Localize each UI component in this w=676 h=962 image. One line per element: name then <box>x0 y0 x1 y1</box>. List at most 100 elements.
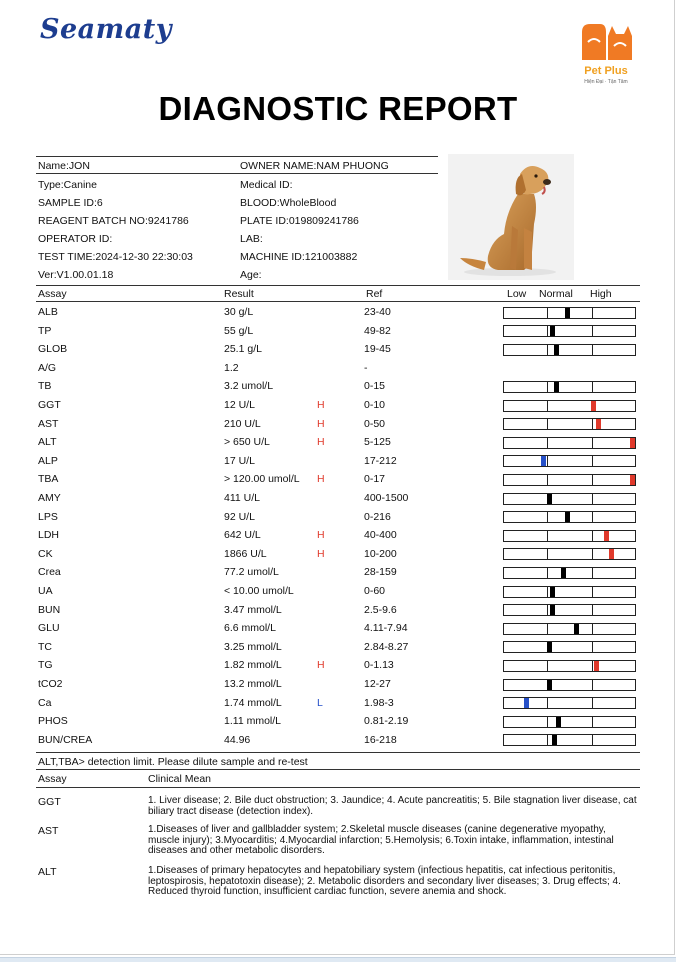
machine-id: MACHINE ID:121003882 <box>240 251 358 263</box>
clinical-assay-header: Assay <box>38 773 67 785</box>
range-bar-marker <box>565 512 570 523</box>
range-bar-divider <box>547 567 548 578</box>
assay-result: 3.25 mmol/L <box>224 640 282 653</box>
pet-plus-cat-icon <box>582 24 632 60</box>
range-bar-marker <box>574 623 579 634</box>
assay-name: TBA <box>38 473 59 486</box>
assay-flag: L <box>317 696 323 709</box>
assay-name: AMY <box>38 492 61 504</box>
range-bar-marker <box>609 549 614 560</box>
range-bar <box>503 697 636 710</box>
assay-name: GLOB <box>38 343 68 356</box>
assay-result: 1.2 <box>224 361 239 374</box>
assay-flag: H <box>317 529 325 542</box>
range-bar-divider <box>547 512 548 523</box>
range-bar-divider <box>592 381 593 392</box>
lab: LAB: <box>240 233 263 245</box>
range-bar <box>503 734 636 747</box>
range-bar-divider <box>592 605 593 616</box>
range-bar-divider <box>592 456 593 467</box>
assay-flag: H <box>317 659 325 672</box>
range-bar-marker <box>541 456 546 467</box>
test-time: TEST TIME:2024-12-30 22:30:03 <box>38 251 193 263</box>
bottom-strip <box>0 957 676 962</box>
range-bar-divider <box>547 437 548 448</box>
assay-ref: 2.84-8.27 <box>364 640 409 653</box>
range-bar <box>503 585 636 598</box>
range-bar <box>503 511 636 524</box>
range-bar <box>503 548 636 561</box>
assay-ref: 0-17 <box>364 473 386 486</box>
range-bar-divider <box>547 716 548 727</box>
range-bar-marker <box>554 381 559 392</box>
assay-name: GGT <box>38 399 61 411</box>
range-bar <box>503 380 636 393</box>
assay-result: 77.2 umol/L <box>224 566 279 579</box>
assay-name: tCO2 <box>38 678 63 690</box>
sample-id: SAMPLE ID:6 <box>38 197 103 209</box>
assay-flag: H <box>317 417 325 430</box>
range-bar-divider <box>547 456 548 467</box>
assay-name: GLU <box>38 622 60 635</box>
assay-flag: H <box>317 436 325 449</box>
col-result-header: Result <box>224 288 254 300</box>
range-bar-marker <box>552 735 557 746</box>
range-bar <box>503 604 636 617</box>
assay-result: 55 g/L <box>224 324 254 337</box>
assay-result: 44.96 <box>224 733 251 746</box>
assay-flag: H <box>317 399 325 411</box>
assay-name: PHOS <box>38 715 68 728</box>
assay-result: 1866 U/L <box>224 547 267 560</box>
range-bar-divider <box>592 698 593 709</box>
range-bar-divider <box>592 326 593 337</box>
table-header-rule <box>36 301 640 302</box>
assay-name: TC <box>38 640 52 653</box>
assay-name: ALB <box>38 306 58 318</box>
range-bar-divider <box>547 344 548 355</box>
range-bar-divider <box>547 530 548 541</box>
assay-name: ALP <box>38 454 58 467</box>
range-bar-divider <box>547 419 548 430</box>
range-bar-divider <box>592 549 593 560</box>
reagent-batch: REAGENT BATCH NO:9241786 <box>38 215 189 227</box>
assay-ref: - <box>364 361 368 374</box>
info-top-rule <box>36 156 438 157</box>
range-bar-marker <box>561 567 566 578</box>
clinical-mean-ggt: 1. Liver disease; 2. Bile duct obstructi… <box>148 795 637 817</box>
assay-name: TG <box>38 659 53 672</box>
range-bar-marker <box>547 679 552 690</box>
patient-name: Name:JON <box>38 160 90 172</box>
range-bar <box>503 678 636 691</box>
clinical-assay-alt: ALT <box>38 866 57 878</box>
assay-ref: 0-10 <box>364 399 386 411</box>
range-bar <box>503 399 636 412</box>
assay-ref: 23-40 <box>364 306 391 318</box>
pet-plus-logo: Pet Plus Hiện Đại · Tận Tâm <box>576 20 636 90</box>
operator-id: OPERATOR ID: <box>38 233 113 245</box>
table-top-rule <box>36 285 640 286</box>
pet-plus-name: Pet Plus <box>584 65 628 77</box>
assay-name: CK <box>38 547 53 560</box>
range-bar-divider <box>592 493 593 504</box>
assay-name: AST <box>38 417 59 430</box>
medical-id: Medical ID: <box>240 179 293 191</box>
range-bar <box>503 325 636 338</box>
dog-photo <box>448 154 574 280</box>
dog-illustration <box>460 166 556 276</box>
range-bar-marker <box>565 307 570 318</box>
assay-result: 30 g/L <box>224 306 254 318</box>
range-bar <box>503 418 636 431</box>
range-bar <box>503 566 636 579</box>
clinical-assay-ast: AST <box>38 825 59 837</box>
assay-ref: 0-15 <box>364 380 386 393</box>
assay-result: 12 U/L <box>224 399 255 411</box>
range-bar-marker <box>547 642 552 653</box>
assay-name: BUN/CREA <box>38 733 93 746</box>
assay-ref: 19-45 <box>364 343 391 356</box>
range-bar-marker <box>554 344 559 355</box>
info-second-rule <box>36 173 438 174</box>
assay-result: 6.6 mmol/L <box>224 622 276 635</box>
assay-result: < 10.00 umol/L <box>224 585 294 597</box>
assay-ref: 2.5-9.6 <box>364 603 397 616</box>
